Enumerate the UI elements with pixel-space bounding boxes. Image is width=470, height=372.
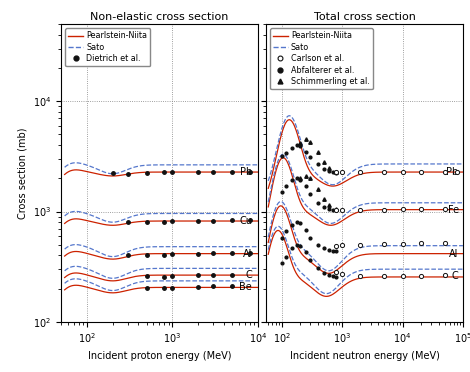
Y-axis label: Cross section (mb): Cross section (mb)	[17, 127, 27, 219]
Title: Total cross section: Total cross section	[313, 12, 415, 22]
X-axis label: Incident neutron energy (MeV): Incident neutron energy (MeV)	[290, 351, 439, 361]
Legend: Pearlstein-Niita, Sato, Dietrich et al.: Pearlstein-Niita, Sato, Dietrich et al.	[65, 28, 150, 67]
Text: C: C	[452, 272, 459, 281]
Text: Al: Al	[243, 248, 252, 259]
Text: C: C	[245, 270, 252, 280]
Text: Pb: Pb	[240, 167, 252, 177]
Title: Non-elastic cross section: Non-elastic cross section	[90, 12, 229, 22]
Legend: Pearlstein-Niita, Sato, Carlson et al., Abfalterer et al., Schimmerling et al.: Pearlstein-Niita, Sato, Carlson et al., …	[270, 28, 373, 89]
Text: Cu: Cu	[239, 216, 252, 226]
Text: Pb: Pb	[446, 167, 459, 177]
Text: Be: Be	[239, 282, 252, 292]
X-axis label: Incident proton energy (MeV): Incident proton energy (MeV)	[88, 351, 231, 361]
Text: Fe: Fe	[447, 205, 459, 215]
Text: Al: Al	[449, 248, 459, 259]
